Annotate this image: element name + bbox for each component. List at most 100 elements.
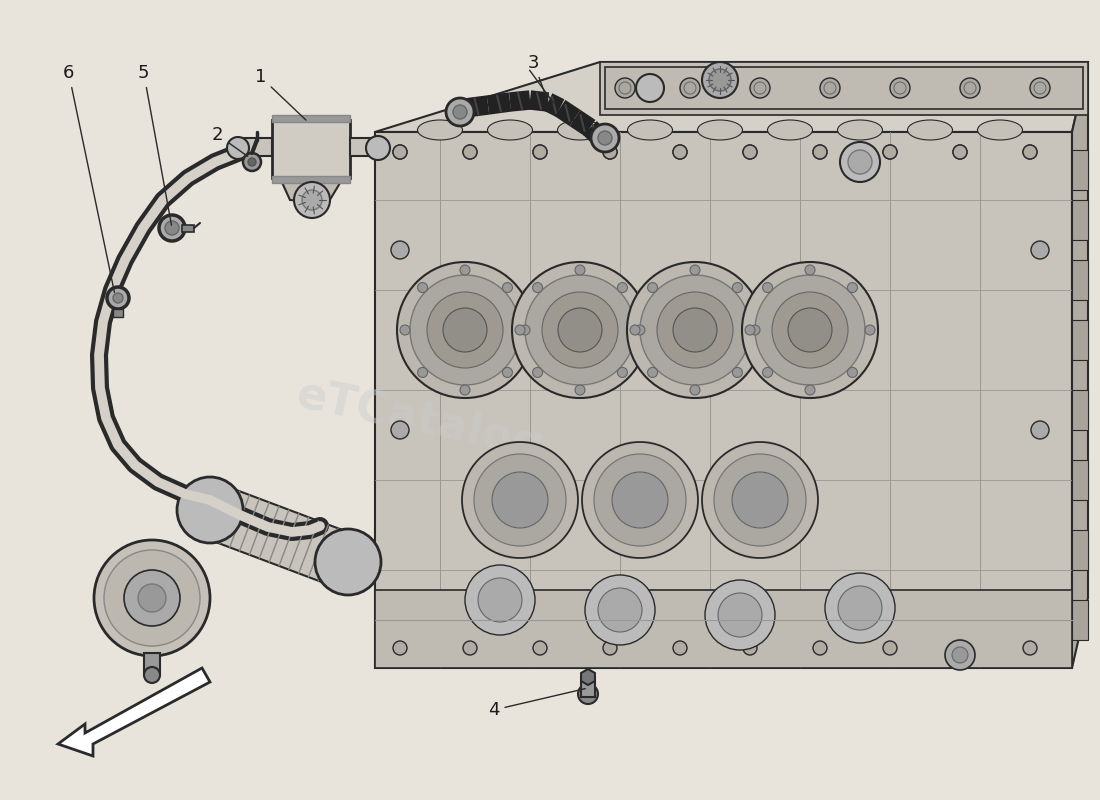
Circle shape (463, 641, 477, 655)
Circle shape (1030, 78, 1050, 98)
Circle shape (558, 308, 602, 352)
Circle shape (460, 385, 470, 395)
Polygon shape (600, 62, 1088, 115)
Circle shape (733, 367, 742, 378)
Circle shape (542, 292, 618, 368)
Circle shape (612, 472, 668, 528)
Circle shape (952, 647, 968, 663)
Circle shape (673, 145, 688, 159)
Circle shape (160, 215, 185, 241)
Circle shape (1023, 145, 1037, 159)
Ellipse shape (487, 120, 532, 140)
Circle shape (813, 145, 827, 159)
Circle shape (410, 275, 520, 385)
Circle shape (585, 575, 654, 645)
Polygon shape (200, 484, 358, 588)
Text: 2: 2 (212, 126, 248, 156)
Circle shape (702, 442, 818, 558)
Circle shape (847, 367, 857, 378)
Circle shape (463, 145, 477, 159)
Circle shape (107, 287, 129, 309)
Circle shape (124, 570, 180, 626)
Circle shape (393, 641, 407, 655)
Circle shape (534, 145, 547, 159)
Bar (272, 115, 350, 122)
Circle shape (478, 578, 522, 622)
Circle shape (630, 325, 640, 335)
Circle shape (673, 308, 717, 352)
Circle shape (718, 593, 762, 637)
Circle shape (953, 145, 967, 159)
Circle shape (525, 275, 635, 385)
Circle shape (690, 385, 700, 395)
Circle shape (825, 573, 895, 643)
Circle shape (575, 265, 585, 275)
Circle shape (520, 325, 530, 335)
Circle shape (657, 292, 733, 368)
Polygon shape (581, 669, 595, 685)
Circle shape (883, 145, 896, 159)
Circle shape (532, 282, 542, 293)
Circle shape (1023, 145, 1037, 159)
Circle shape (883, 145, 896, 159)
Circle shape (534, 145, 547, 159)
Bar (182, 225, 194, 232)
Circle shape (227, 137, 249, 159)
Circle shape (465, 565, 535, 635)
Circle shape (690, 265, 700, 275)
Circle shape (890, 78, 910, 98)
Circle shape (635, 325, 645, 335)
Circle shape (446, 98, 474, 126)
Circle shape (838, 586, 882, 630)
Circle shape (788, 308, 832, 352)
Text: 4: 4 (488, 689, 585, 719)
Circle shape (427, 292, 503, 368)
Polygon shape (1072, 62, 1088, 668)
Circle shape (733, 282, 742, 293)
Circle shape (144, 667, 159, 683)
Circle shape (648, 282, 658, 293)
Bar (605, 67, 1084, 109)
Circle shape (460, 265, 470, 275)
Circle shape (865, 325, 874, 335)
Circle shape (762, 282, 772, 293)
Circle shape (617, 282, 627, 293)
Bar (1072, 530, 1088, 570)
Ellipse shape (418, 120, 462, 140)
Circle shape (640, 275, 750, 385)
Circle shape (294, 182, 330, 218)
Circle shape (591, 124, 619, 152)
Polygon shape (375, 132, 1072, 668)
Bar (1072, 320, 1088, 360)
Circle shape (702, 62, 738, 98)
Circle shape (393, 145, 407, 159)
Circle shape (648, 367, 658, 378)
Circle shape (390, 421, 409, 439)
Circle shape (603, 145, 617, 159)
Circle shape (598, 588, 642, 632)
Bar (1072, 390, 1088, 430)
Bar (1072, 150, 1088, 190)
Circle shape (673, 145, 688, 159)
Circle shape (165, 221, 179, 235)
Circle shape (673, 641, 688, 655)
Circle shape (732, 472, 788, 528)
Circle shape (532, 367, 542, 378)
Bar (113, 309, 123, 317)
Circle shape (594, 454, 686, 546)
Circle shape (315, 529, 381, 595)
Circle shape (813, 641, 827, 655)
Circle shape (390, 241, 409, 259)
Ellipse shape (697, 120, 742, 140)
Circle shape (848, 150, 872, 174)
Circle shape (627, 262, 763, 398)
Circle shape (94, 540, 210, 656)
Circle shape (772, 292, 848, 368)
Circle shape (710, 69, 732, 91)
Circle shape (463, 145, 477, 159)
Bar (144, 653, 159, 675)
Circle shape (762, 367, 772, 378)
Circle shape (515, 325, 525, 335)
Bar (375, 590, 1072, 668)
Bar (240, 138, 272, 156)
